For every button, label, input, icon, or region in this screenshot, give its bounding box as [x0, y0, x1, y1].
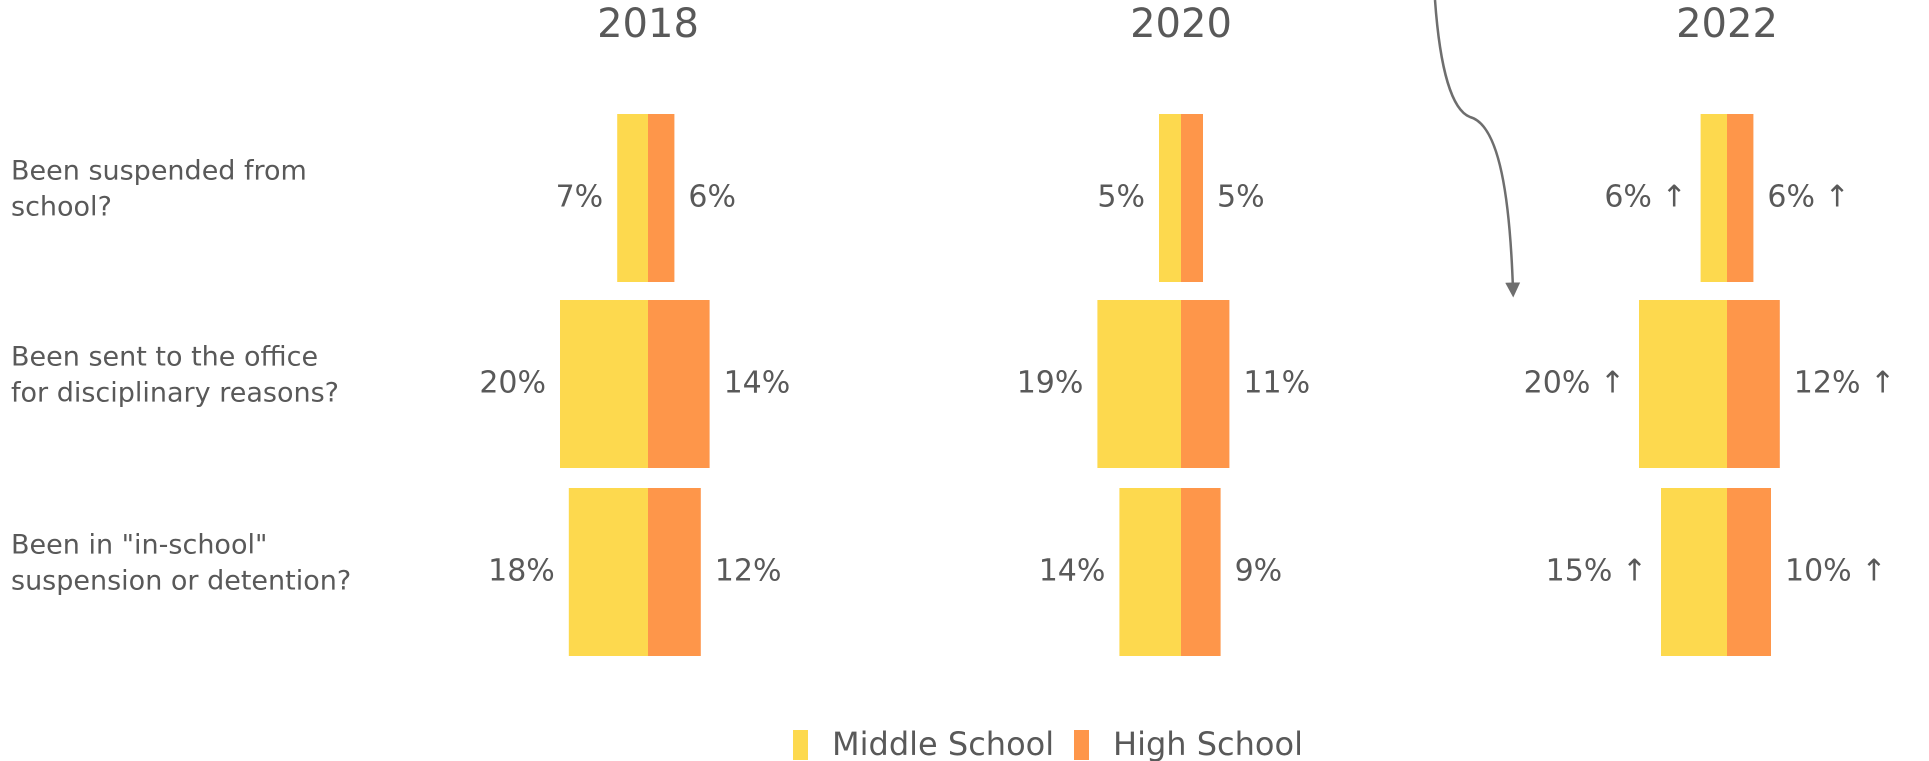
value-label: 20% ↑ [1524, 366, 1625, 401]
bar-high-school [648, 488, 701, 656]
bar-middle-school [1097, 300, 1181, 468]
value-label: 14% [724, 366, 791, 401]
category-label: school? [11, 192, 112, 223]
value-label: 6% ↑ [1767, 180, 1849, 215]
value-label: 6% ↑ [1604, 180, 1686, 215]
value-label: 7% [556, 180, 604, 215]
value-label: 20% [479, 366, 546, 401]
bar-high-school [648, 300, 710, 468]
panel-title: 2020 [1130, 1, 1232, 47]
value-label: 18% [488, 554, 555, 589]
value-label: 11% [1243, 366, 1310, 401]
bar-middle-school [1700, 114, 1727, 282]
bar-middle-school [568, 488, 648, 656]
value-label: 5% [1097, 180, 1145, 215]
bar-middle-school [1159, 114, 1181, 282]
value-label: 9% [1235, 554, 1283, 589]
value-label: 5% [1217, 180, 1265, 215]
bar-middle-school [1661, 488, 1727, 656]
category-label: suspension or detention? [11, 566, 351, 597]
category-label: Been sent to the office [11, 342, 318, 373]
bar-high-school [1181, 114, 1203, 282]
panel-title: 2022 [1676, 1, 1778, 47]
legend-label: High School [1113, 725, 1303, 761]
value-label: 12% [715, 554, 782, 589]
bar-middle-school [1639, 300, 1727, 468]
category-label: for disciplinary reasons? [11, 378, 339, 409]
bar-middle-school [1119, 488, 1181, 656]
bar-high-school [1181, 488, 1221, 656]
value-label: 10% ↑ [1785, 554, 1886, 589]
bar-high-school [1181, 300, 1230, 468]
bar-middle-school [617, 114, 648, 282]
value-label: 14% [1039, 554, 1106, 589]
value-label: 6% [688, 180, 736, 215]
bar-high-school [648, 114, 675, 282]
legend-label: Middle School [832, 725, 1054, 761]
legend-swatch [793, 730, 808, 760]
value-label: 12% ↑ [1794, 366, 1895, 401]
legend-swatch [1074, 730, 1089, 760]
annotation-arrow [1433, 0, 1521, 298]
value-label: 15% ↑ [1546, 554, 1647, 589]
bar-middle-school [560, 300, 648, 468]
category-label: Been suspended from [11, 156, 307, 187]
bar-high-school [1727, 114, 1754, 282]
value-label: 19% [1017, 366, 1084, 401]
panel-title: 2018 [597, 1, 699, 47]
category-label: Been in "in-school" [11, 530, 267, 561]
bar-high-school [1727, 488, 1771, 656]
bar-high-school [1727, 300, 1780, 468]
